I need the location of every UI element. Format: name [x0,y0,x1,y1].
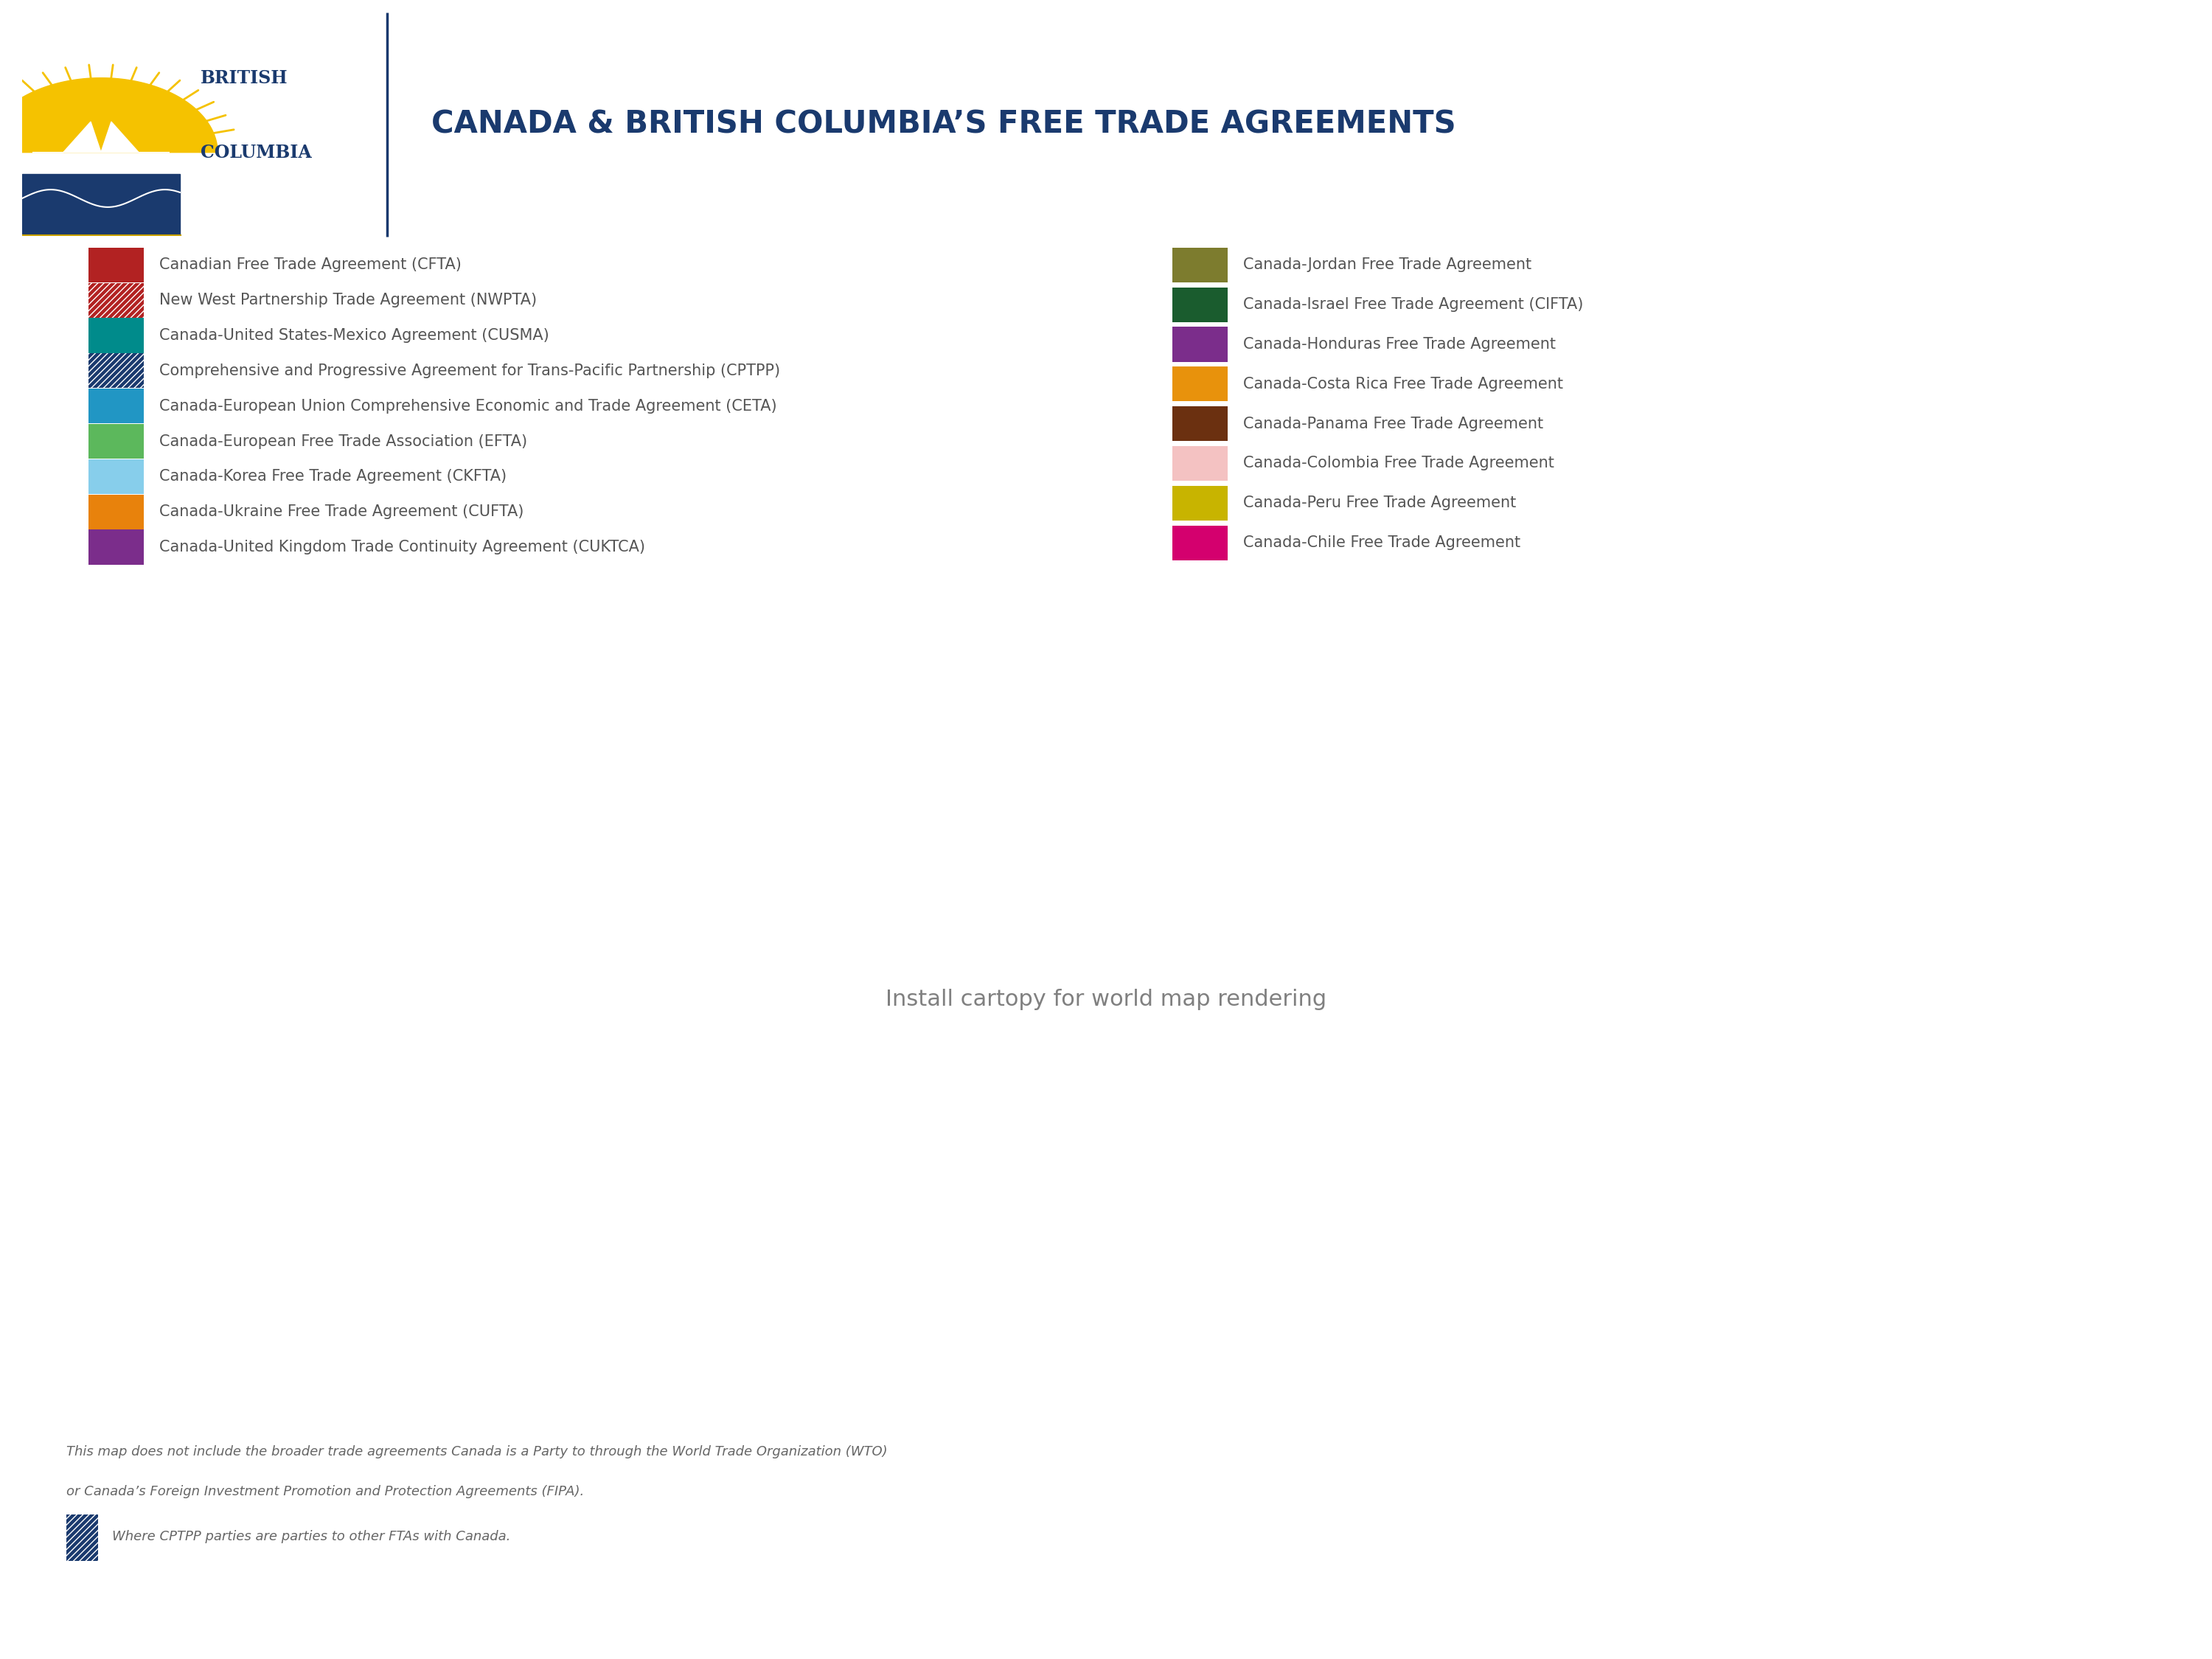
Bar [88,282,144,317]
Bar [1172,367,1228,401]
Bar [88,353,144,388]
Bar [88,319,144,353]
Text: BritishColumbia.ca: BritishColumbia.ca [1796,1598,2146,1629]
Text: Canada-Ukraine Free Trade Agreement (CUFTA): Canada-Ukraine Free Trade Agreement (CUF… [159,504,524,519]
Text: Canada-Colombia Free Trade Agreement: Canada-Colombia Free Trade Agreement [1243,456,1555,471]
Text: Canada-United Kingdom Trade Continuity Agreement (CUKTCA): Canada-United Kingdom Trade Continuity A… [159,539,646,554]
Text: Canada-United States-Mexico Agreement (CUSMA): Canada-United States-Mexico Agreement (C… [159,328,549,343]
Bar [1172,486,1228,521]
Bar [1172,287,1228,322]
Text: Canadian Free Trade Agreement (CFTA): Canadian Free Trade Agreement (CFTA) [159,257,462,272]
Bar [88,425,144,460]
Bar [88,460,144,494]
Text: Canada-Costa Rica Free Trade Agreement: Canada-Costa Rica Free Trade Agreement [1243,377,1564,392]
Polygon shape [0,78,217,153]
Bar [88,247,144,282]
Bar [1172,446,1228,481]
Text: Canada-Peru Free Trade Agreement: Canada-Peru Free Trade Agreement [1243,496,1515,511]
FancyBboxPatch shape [66,1515,97,1561]
Bar [1172,247,1228,282]
Bar [88,494,144,529]
Text: Install cartopy for world map rendering: Install cartopy for world map rendering [885,989,1327,1010]
Text: Canada-Korea Free Trade Agreement (CKFTA): Canada-Korea Free Trade Agreement (CKFTA… [159,469,507,484]
Text: Canada-European Free Trade Association (EFTA): Canada-European Free Trade Association (… [159,435,526,448]
Text: CANADA & BRITISH COLUMBIA’S FREE TRADE AGREEMENTS: CANADA & BRITISH COLUMBIA’S FREE TRADE A… [431,109,1455,139]
Bar [1172,327,1228,362]
Text: or Canada’s Foreign Investment Promotion and Protection Agreements (FIPA).: or Canada’s Foreign Investment Promotion… [66,1485,584,1498]
Text: This map does not include the broader trade agreements Canada is a Party to thro: This map does not include the broader tr… [66,1445,887,1458]
Text: Canada-Jordan Free Trade Agreement: Canada-Jordan Free Trade Agreement [1243,257,1531,272]
Text: Comprehensive and Progressive Agreement for Trans-Pacific Partnership (CPTPP): Comprehensive and Progressive Agreement … [159,363,781,378]
Bar [88,529,144,564]
Bar [88,282,144,317]
Polygon shape [33,121,170,153]
Bar [1172,406,1228,441]
Text: COLUMBIA: COLUMBIA [201,144,312,161]
Text: BRITISH: BRITISH [201,70,288,86]
Bar [88,353,144,388]
Text: Where CPTPP parties are parties to other FTAs with Canada.: Where CPTPP parties are parties to other… [113,1530,511,1543]
Polygon shape [22,174,179,236]
Text: Canada-Israel Free Trade Agreement (CIFTA): Canada-Israel Free Trade Agreement (CIFT… [1243,297,1584,312]
Bar [1172,526,1228,561]
Bar [88,388,144,423]
Text: Canada-European Union Comprehensive Economic and Trade Agreement (CETA): Canada-European Union Comprehensive Econ… [159,398,776,413]
Text: Canada-Chile Free Trade Agreement: Canada-Chile Free Trade Agreement [1243,536,1520,551]
Text: Canada-Panama Free Trade Agreement: Canada-Panama Free Trade Agreement [1243,416,1544,431]
Text: New West Partnership Trade Agreement (NWPTA): New West Partnership Trade Agreement (NW… [159,294,538,307]
Text: Canada-Honduras Free Trade Agreement: Canada-Honduras Free Trade Agreement [1243,337,1555,352]
